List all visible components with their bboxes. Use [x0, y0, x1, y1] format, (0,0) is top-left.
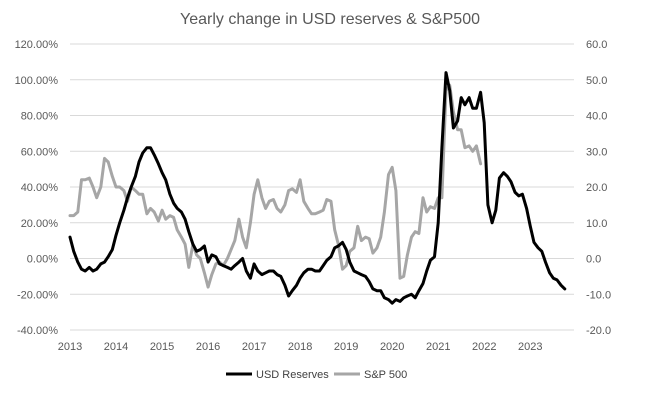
x-axis-tick-label: 2013: [58, 341, 82, 353]
left-axis-tick-label: -20.00%: [17, 289, 58, 301]
right-axis-tick-label: 10.0: [586, 218, 607, 230]
right-axis-tick-label: 60.0: [586, 39, 607, 51]
right-axis-tick-label: 50.0: [586, 75, 607, 87]
right-axis-tick-label: 40.0: [586, 111, 607, 123]
right-axis-tick-labels: 60.0 50.0 40.0 30.0 20.0 10.0 0.0 -10.0 -20.0: [586, 39, 611, 337]
left-axis-tick-label: 0.00%: [27, 254, 58, 266]
left-axis-tick-label: 20.00%: [21, 218, 59, 230]
x-axis-tick-label: 2019: [334, 341, 358, 353]
series-layer: [68, 71, 567, 305]
right-axis-tick-label: 0.0: [586, 254, 601, 266]
x-axis-tick-label: 2020: [380, 341, 404, 353]
legend: USD Reserves S&P 500: [226, 369, 407, 381]
right-axis-tick-label: 20.0: [586, 182, 607, 194]
left-axis-tick-label: -40.00%: [17, 325, 58, 337]
left-axis-tick-labels: 120.00% 100.00% 80.00% 60.00% 40.00% 20.00% 0.…: [15, 39, 59, 337]
sp500-line: [68, 83, 483, 289]
right-axis-tick-label: 30.0: [586, 146, 607, 158]
legend-label-sp500: S&P 500: [364, 369, 407, 381]
left-axis-tick-label: 120.00%: [15, 39, 59, 51]
left-axis-tick-label: 60.00%: [21, 146, 59, 158]
usd-reserves-line: [68, 71, 567, 305]
legend-label-usd-reserves: USD Reserves: [256, 369, 329, 381]
x-axis-tick-label: 2021: [426, 341, 450, 353]
x-axis-tick-label: 2018: [288, 341, 312, 353]
left-axis-tick-label: 80.00%: [21, 111, 59, 123]
left-axis-tick-label: 40.00%: [21, 182, 59, 194]
x-axis-tick-label: 2015: [150, 341, 174, 353]
x-axis-tick-label: 2017: [242, 341, 266, 353]
right-axis-tick-label: -20.0: [586, 325, 611, 337]
x-axis-tick-label: 2014: [104, 341, 128, 353]
x-axis-tick-labels: 2013 2014 2015 2016 2017 2018 2019 2020 2021 2022…: [58, 341, 543, 353]
left-axis-tick-label: 100.00%: [15, 75, 59, 87]
chart-title: Yearly change in USD reserves & S&P500: [180, 11, 480, 28]
x-axis-tick-label: 2022: [472, 341, 496, 353]
right-axis-tick-label: -10.0: [586, 289, 611, 301]
x-axis-tick-label: 2023: [518, 341, 542, 353]
x-axis-tick-label: 2016: [196, 341, 220, 353]
